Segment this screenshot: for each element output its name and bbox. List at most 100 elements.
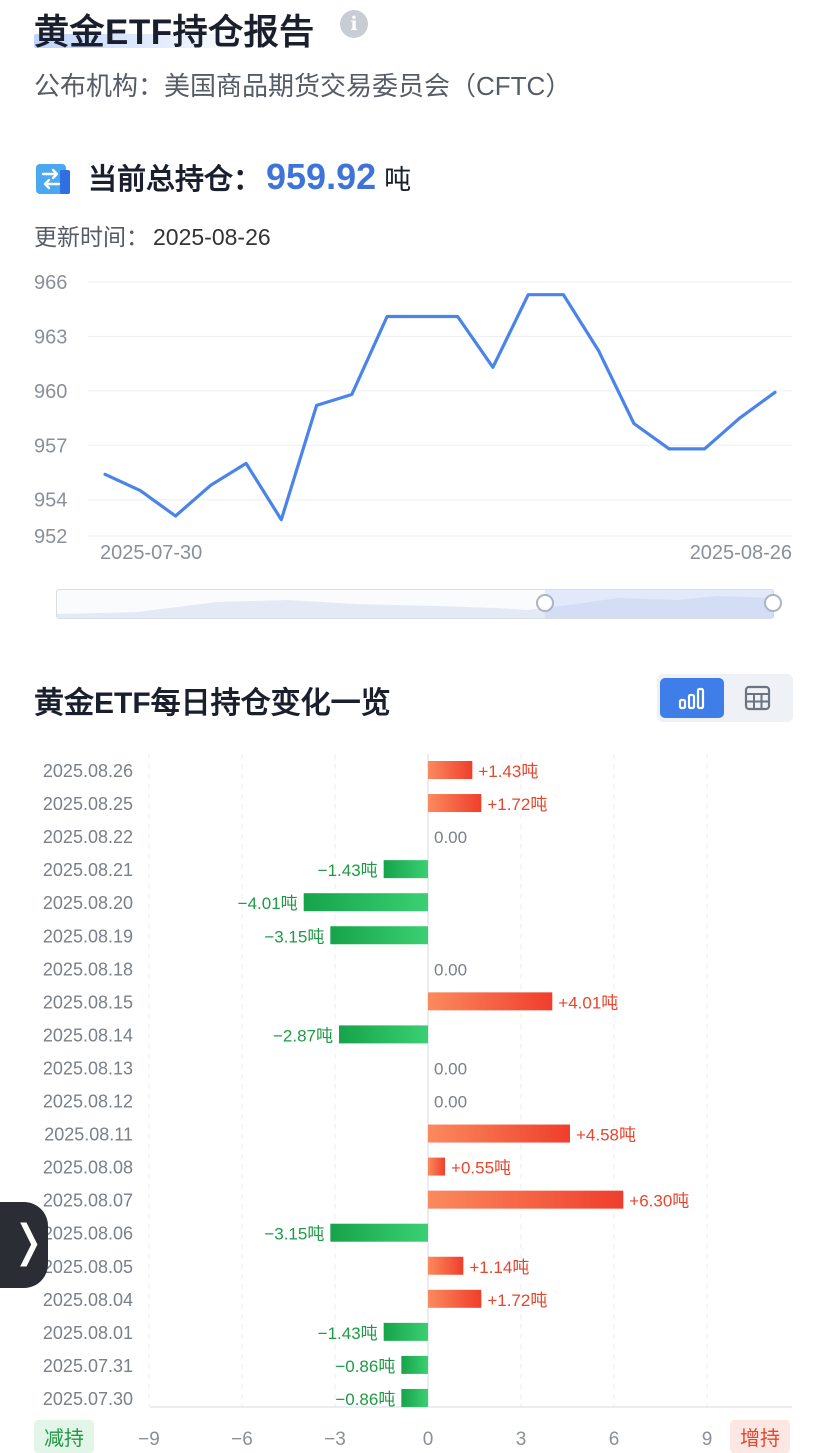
- x-tick-label: 2025-07-30: [100, 542, 202, 564]
- page-title: 黄金ETF持仓报告: [34, 13, 315, 52]
- bar: [428, 794, 482, 813]
- bar: [383, 860, 428, 879]
- category-label: 2025.08.18: [43, 959, 133, 979]
- increase-tag: 增持: [730, 1420, 790, 1453]
- bar: [303, 893, 428, 912]
- x-tick-label: −6: [231, 1429, 253, 1446]
- category-label: 2025.08.08: [43, 1158, 133, 1178]
- data-label: 0.00: [434, 960, 467, 979]
- y-tick-label: 966: [34, 272, 67, 294]
- x-tick-label: 9: [702, 1429, 713, 1446]
- y-tick-label: 963: [34, 326, 67, 348]
- slider-handle-left[interactable]: [536, 594, 554, 612]
- section-title: 黄金ETF每日持仓变化一览: [34, 687, 391, 720]
- data-label: −3.15吨: [264, 1225, 324, 1244]
- slider-preview: [57, 596, 773, 618]
- x-tick-label: −9: [138, 1429, 160, 1446]
- info-icon[interactable]: i: [340, 10, 368, 38]
- bar: [428, 1157, 446, 1176]
- data-label: +1.43吨: [478, 762, 538, 781]
- data-label: −1.43吨: [318, 1324, 378, 1343]
- category-label: 2025.08.26: [43, 761, 133, 781]
- data-label: +0.55吨: [451, 1159, 511, 1178]
- category-label: 2025.07.30: [43, 1389, 133, 1409]
- x-tick-label: 6: [609, 1429, 620, 1446]
- holdings-label: 当前总持仓：: [88, 164, 263, 196]
- bar: [330, 926, 428, 945]
- current-holdings: 当前总持仓： 959.92 吨: [88, 156, 411, 198]
- data-label: −0.86吨: [335, 1357, 395, 1376]
- category-label: 2025.08.11: [44, 1125, 133, 1145]
- category-label: 2025.07.31: [43, 1356, 133, 1376]
- data-label: 0.00: [434, 1093, 467, 1112]
- update-time: 更新时间： 2025-08-26: [34, 218, 271, 252]
- data-label: +4.01吨: [558, 993, 618, 1012]
- category-label: 2025.08.13: [43, 1058, 133, 1078]
- category-label: 2025.08.14: [43, 1025, 133, 1045]
- bar: [428, 1124, 570, 1143]
- publisher-text: 公布机构：美国商品期货交易委员会（CFTC）: [34, 71, 572, 101]
- y-tick-label: 952: [34, 526, 67, 548]
- y-tick-label: 954: [34, 490, 67, 512]
- bar: [401, 1388, 428, 1407]
- holdings-line-chart: 966 963 960 957 954 952 2025-07-30 2025-08-26: [34, 272, 792, 564]
- category-label: 2025.08.20: [43, 893, 133, 913]
- x-tick-label: 3: [516, 1429, 527, 1446]
- view-toggle: [657, 674, 793, 722]
- chevron-right-icon: ❭: [10, 1216, 47, 1267]
- title-highlight: [34, 34, 254, 48]
- bar: [383, 1322, 428, 1341]
- category-label: 2025.08.12: [43, 1092, 133, 1112]
- data-label: +1.72吨: [487, 1291, 547, 1310]
- x-tick-label: 0: [423, 1429, 434, 1446]
- category-label: 2025.08.21: [43, 860, 133, 880]
- category-label: 2025.08.04: [43, 1290, 133, 1310]
- holdings-unit: 吨: [384, 165, 412, 195]
- y-tick-label: 957: [34, 435, 67, 457]
- slider-handle-right[interactable]: [764, 594, 782, 612]
- data-label: −3.15吨: [264, 927, 324, 946]
- category-label: 2025.08.15: [43, 992, 133, 1012]
- category-label: 2025.08.19: [43, 926, 133, 946]
- update-value: 2025-08-26: [153, 224, 271, 250]
- update-label: 更新时间：: [34, 224, 149, 250]
- x-tick-label: −3: [324, 1429, 346, 1446]
- transfer-icon: [36, 164, 70, 194]
- zoom-slider[interactable]: [56, 589, 782, 619]
- data-label: −4.01吨: [238, 894, 298, 913]
- category-label: 2025.08.25: [43, 794, 133, 814]
- bar: [428, 992, 553, 1011]
- data-label: 0.00: [434, 1059, 467, 1078]
- bar: [339, 1025, 428, 1044]
- data-label: 0.00: [434, 828, 467, 847]
- holdings-value: 959.92: [266, 156, 377, 197]
- bar: [428, 761, 473, 779]
- bar-view-button[interactable]: [660, 678, 724, 718]
- slider-selection[interactable]: [545, 590, 774, 618]
- bar: [428, 1256, 464, 1275]
- category-label: 2025.08.05: [43, 1257, 133, 1277]
- category-label: 2025.08.06: [43, 1224, 133, 1244]
- data-label: +6.30吨: [629, 1192, 689, 1211]
- decrease-tag: 减持: [34, 1420, 94, 1453]
- bar: [428, 1190, 624, 1209]
- bar: [330, 1223, 428, 1242]
- data-label: +1.14吨: [469, 1258, 529, 1277]
- table-icon: [744, 685, 771, 711]
- category-label: 2025.08.01: [43, 1323, 133, 1343]
- category-label: 2025.08.07: [43, 1191, 133, 1211]
- holdings-series-line: [103, 293, 777, 522]
- data-label: +1.72吨: [487, 795, 547, 814]
- data-label: −1.43吨: [318, 861, 378, 880]
- table-view-button[interactable]: [726, 678, 790, 718]
- data-label: −2.87吨: [273, 1026, 333, 1045]
- data-label: −0.86吨: [335, 1390, 395, 1409]
- category-label: 2025.08.22: [43, 827, 133, 847]
- data-label: +4.58吨: [576, 1126, 636, 1145]
- y-tick-label: 960: [34, 381, 67, 403]
- bar: [401, 1355, 428, 1374]
- bar-chart-icon: [678, 687, 705, 710]
- x-tick-label: 2025-08-26: [690, 542, 792, 564]
- side-expand-tab[interactable]: ❭: [0, 1202, 48, 1288]
- daily-change-bar-chart: −9 −6 −3 0 3 6 9 2025.08.26 +1.43吨 2025.08.25 +1.7…: [43, 754, 792, 1446]
